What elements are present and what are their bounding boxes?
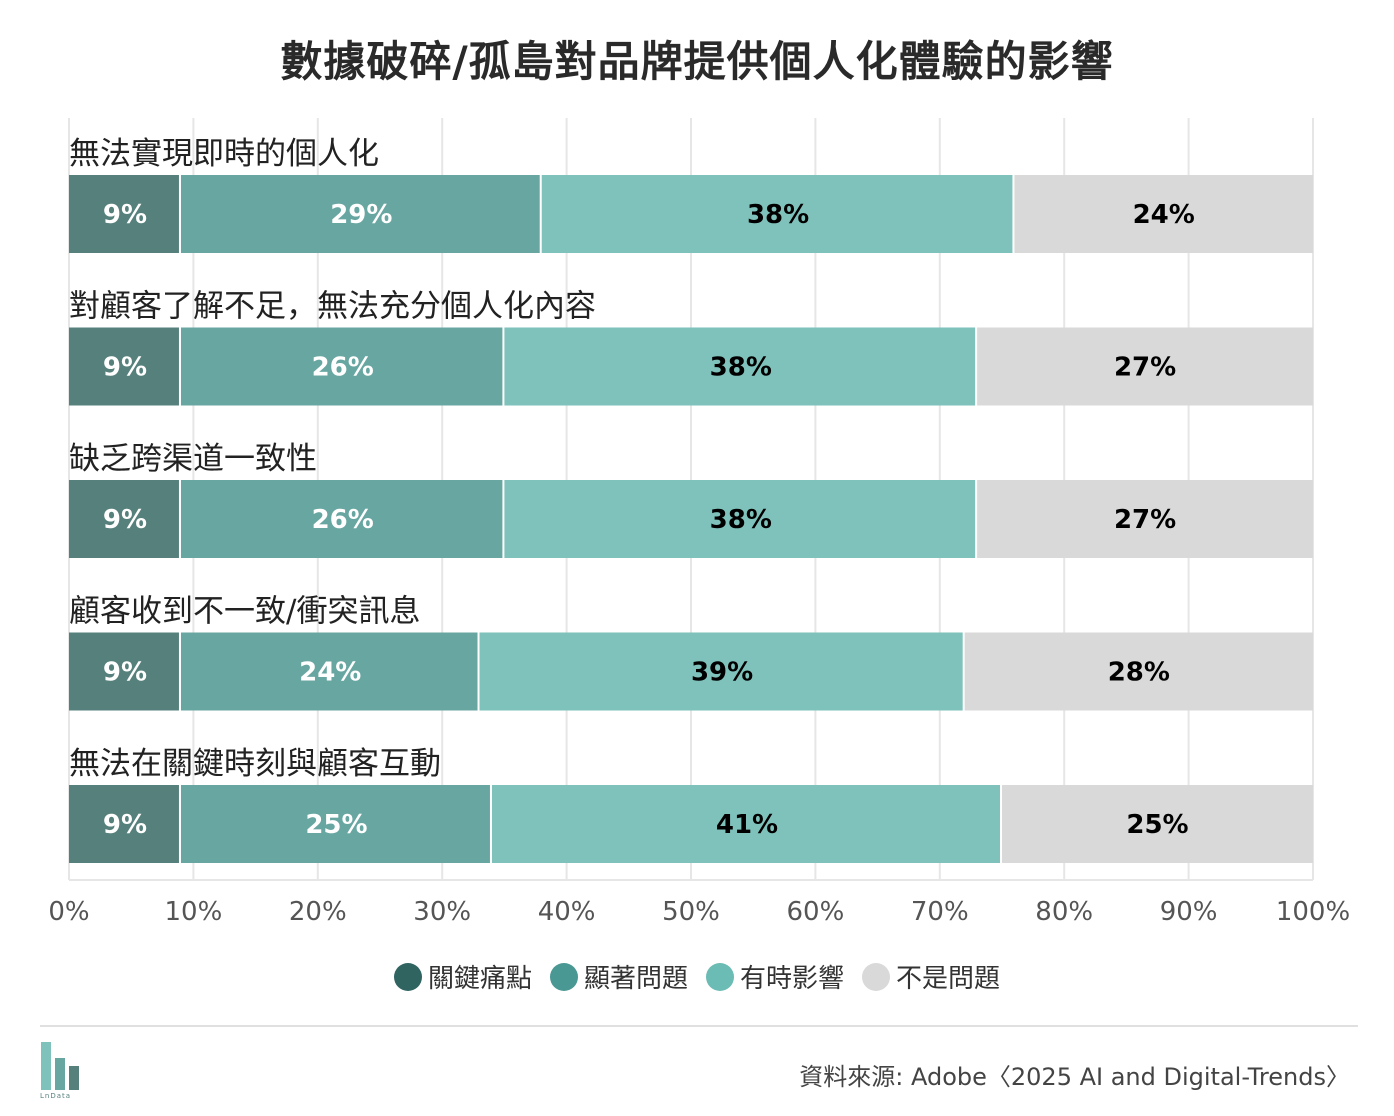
legend-item: 有時影響 xyxy=(706,958,844,995)
legend-label: 有時影響 xyxy=(740,964,845,994)
data-label: 25% xyxy=(305,810,367,840)
data-label: 41% xyxy=(716,810,778,840)
data-label: 9% xyxy=(103,810,147,840)
bar-segment xyxy=(69,327,179,406)
bar-segment xyxy=(491,785,1000,863)
data-label: 38% xyxy=(747,200,809,230)
legend: 關鍵痛點 顯著問題 有時影響 不是問題 xyxy=(0,958,1394,995)
bar-segment xyxy=(1014,175,1313,253)
bar-segment xyxy=(977,480,1313,558)
legend-swatch-sometimes xyxy=(706,962,734,991)
data-label: 29% xyxy=(330,200,392,230)
x-tick-label: 50% xyxy=(662,897,720,927)
bar-segment xyxy=(180,175,540,253)
bar-segment xyxy=(180,480,503,558)
data-label: 9% xyxy=(103,658,147,688)
data-label: 28% xyxy=(1108,658,1170,688)
x-tick-label: 90% xyxy=(1160,897,1218,927)
bar-segment xyxy=(479,632,963,711)
bar-segment xyxy=(504,327,976,406)
footer-divider xyxy=(40,1025,1358,1027)
data-label: 25% xyxy=(1126,810,1188,840)
data-label: 24% xyxy=(299,658,361,688)
legend-swatch-significant xyxy=(549,962,578,991)
bar-segment xyxy=(180,632,478,711)
x-tick-label: 20% xyxy=(289,897,347,927)
bar-segment xyxy=(1002,785,1313,863)
x-tick-label: 10% xyxy=(165,897,223,927)
bar-segment xyxy=(69,632,179,711)
x-tick-label: 100% xyxy=(1276,897,1350,927)
data-label: 9% xyxy=(103,505,147,535)
data-label: 24% xyxy=(1133,200,1195,230)
x-tick-label: 70% xyxy=(911,897,969,927)
bar-segment xyxy=(180,785,490,863)
category-label: 無法實現即時的個人化 xyxy=(69,136,379,172)
legend-item: 顯著問題 xyxy=(549,958,688,995)
data-label: 27% xyxy=(1114,353,1176,383)
category-label: 缺乏跨渠道一致性 xyxy=(69,441,317,477)
chart-title: 數據破碎/孤島對品牌提供個人化體驗的影響 xyxy=(280,37,1114,86)
bar-segment xyxy=(69,480,179,558)
x-tick-label: 60% xyxy=(787,897,845,927)
x-tick-label: 0% xyxy=(48,897,89,927)
legend-label: 關鍵痛點 xyxy=(427,964,532,994)
legend-item: 不是問題 xyxy=(862,958,1000,995)
data-label: 9% xyxy=(103,353,147,383)
bar-segment xyxy=(69,175,179,253)
stacked-bar-chart: 無法實現即時的個人化 9% 29% 38% 24% 對顧客了解不足，無法充分個人化內容 9%… xyxy=(48,118,1350,927)
data-label: 38% xyxy=(710,505,772,535)
data-label: 26% xyxy=(312,353,374,383)
x-tick-label: 30% xyxy=(413,897,471,927)
bar-segment xyxy=(504,480,976,558)
source-note: 資料來源: Adobe〈2025 AI and Digital-Trends〉 xyxy=(799,1063,1350,1091)
bar-segment xyxy=(964,632,1313,711)
data-label: 27% xyxy=(1114,505,1176,535)
svg-text:LnData: LnData xyxy=(40,1092,71,1100)
data-label: 38% xyxy=(710,353,772,383)
data-label: 9% xyxy=(103,200,147,230)
data-label: 26% xyxy=(312,505,374,535)
category-label: 對顧客了解不足，無法充分個人化內容 xyxy=(69,289,596,325)
category-label: 顧客收到不一致/衝突訊息 xyxy=(69,594,420,630)
bar-segment xyxy=(180,327,503,406)
x-tick-label: 40% xyxy=(538,897,596,927)
legend-item: 關鍵痛點 xyxy=(393,958,532,995)
logo-icon: LnData xyxy=(40,1042,79,1100)
x-tick-label: 80% xyxy=(1035,897,1093,927)
legend-swatch-critical xyxy=(393,962,422,991)
bar-segment xyxy=(69,785,179,863)
legend-swatch-not-issue xyxy=(862,962,891,991)
category-label: 無法在關鍵時刻與顧客互動 xyxy=(69,746,441,782)
bar-segment xyxy=(977,327,1313,406)
bar-segment xyxy=(541,175,1013,253)
legend-label: 不是問題 xyxy=(896,964,1001,994)
legend-label: 顯著問題 xyxy=(583,964,688,994)
data-label: 39% xyxy=(691,658,753,688)
